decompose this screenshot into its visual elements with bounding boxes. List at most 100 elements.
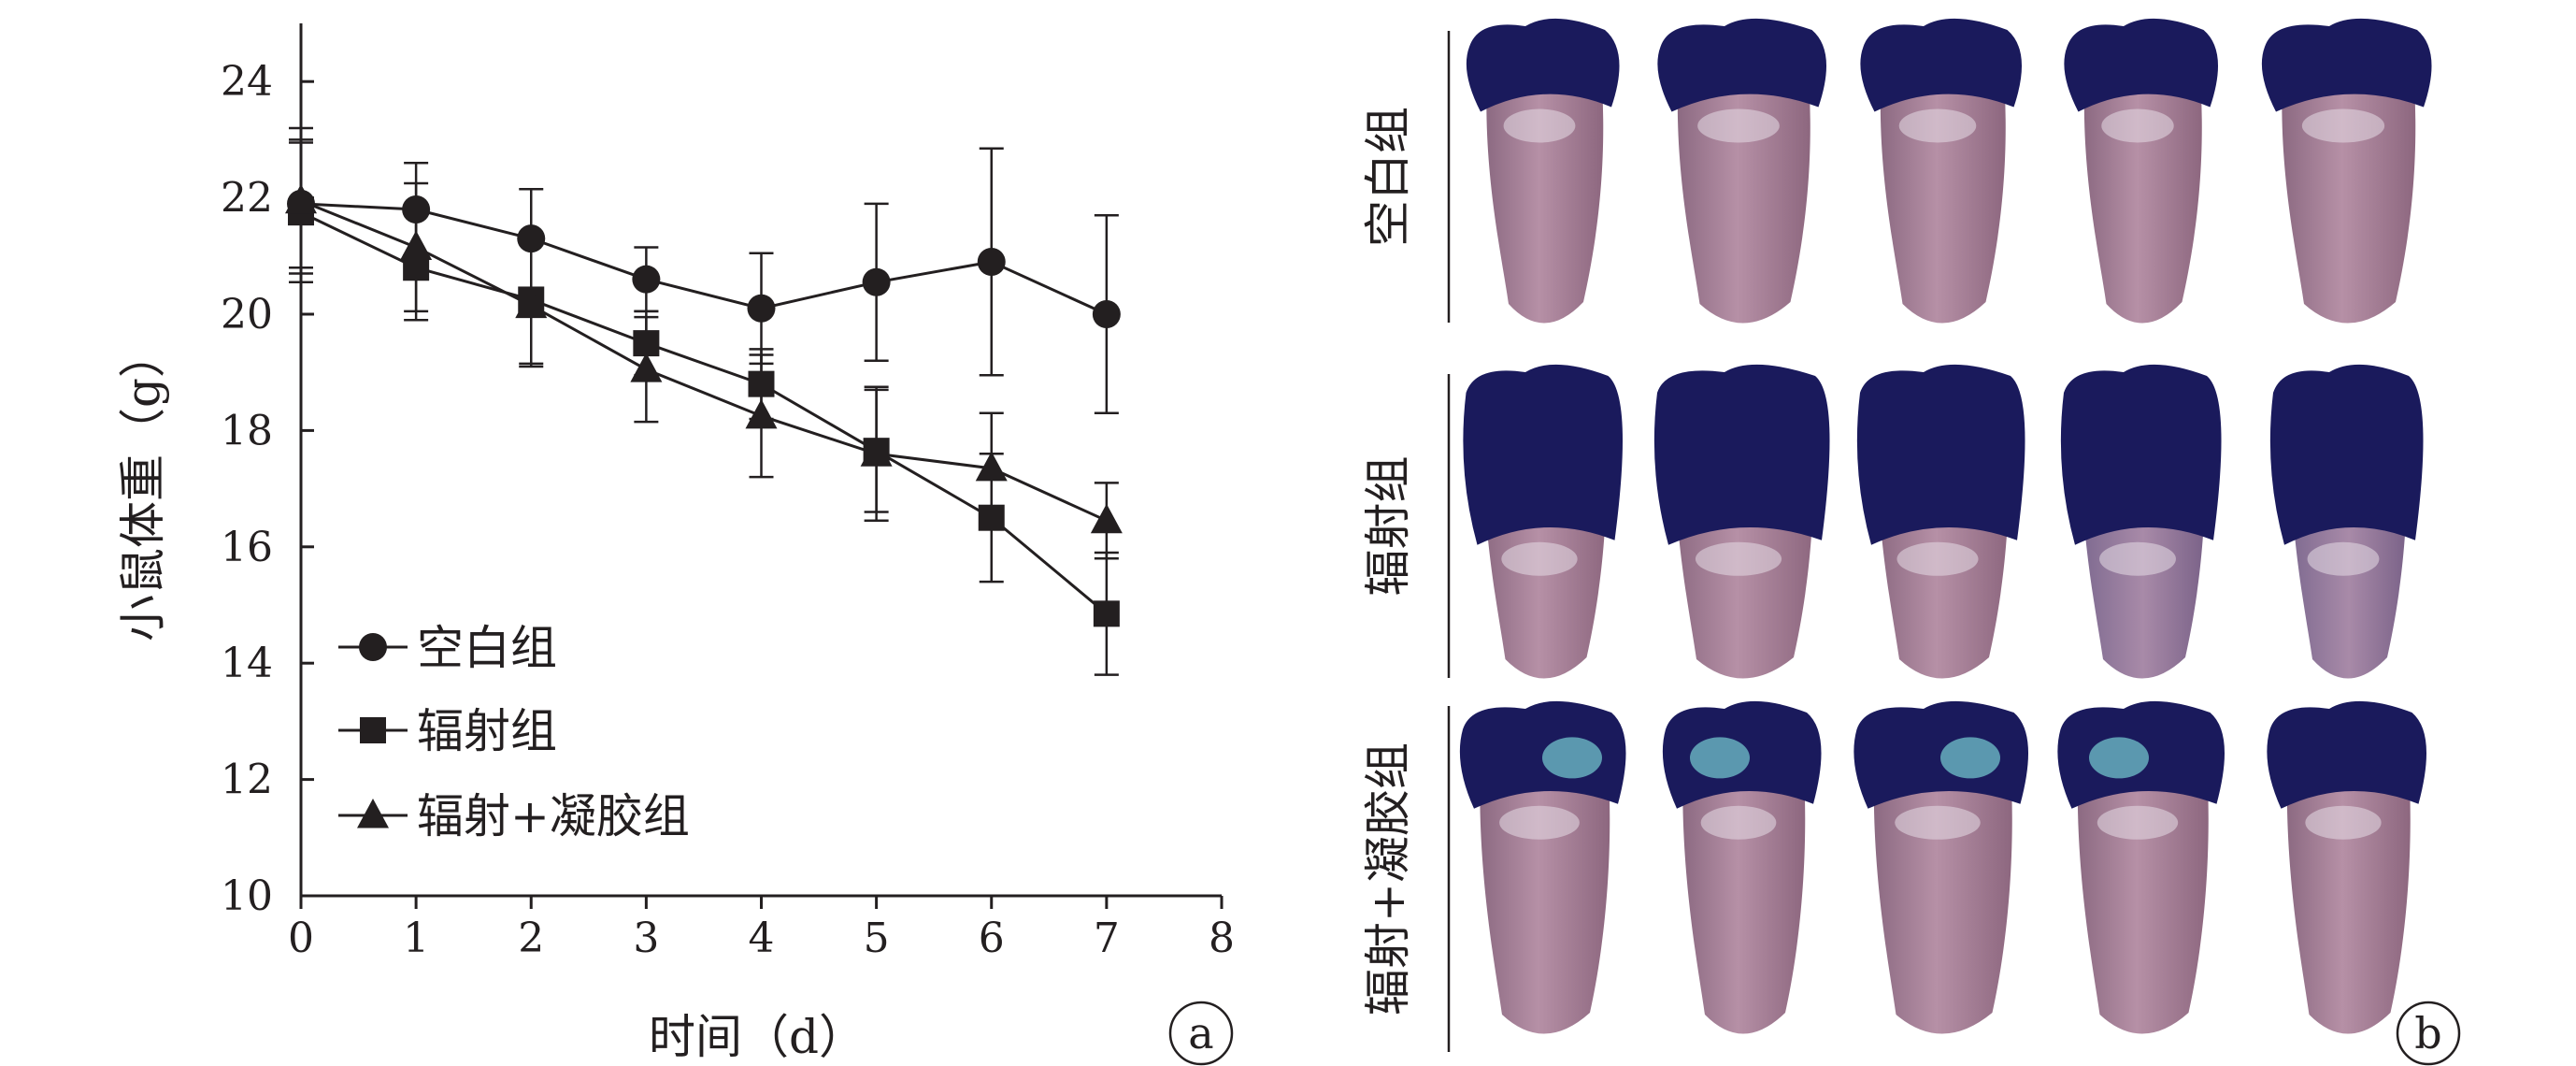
stain-cap [1860,18,2023,112]
series-line-0 [300,202,1108,316]
series-lines [300,199,1108,615]
series-markers [285,183,1123,627]
stain-cap [1653,364,1830,545]
tissue-specimen [1662,700,1822,1034]
legend-entry: 辐射+凝胶组 [338,789,690,843]
x-tick-label: 1 [403,915,429,962]
tissue-specimen [1653,364,1830,679]
stain-cap [2261,18,2432,112]
cyan-stain [1940,737,2000,779]
data-point [748,370,775,397]
svg-text:b: b [2414,1008,2441,1059]
data-point [860,437,893,467]
tissue-specimen [1856,364,2025,679]
legend-marker [360,717,386,743]
data-point [1090,503,1123,534]
data-point [975,451,1008,482]
y-tick-label: 24 [221,58,273,106]
y-tick-label: 18 [221,407,273,454]
x-tick-label: 4 [749,915,775,962]
data-point [747,294,776,323]
panel-label-a: a [1168,1001,1234,1066]
data-point [745,398,778,429]
tissue-highlight [1499,805,1580,840]
tissue-highlight [1503,108,1576,143]
tissue-highlight [2305,805,2382,840]
x-tick-label: 6 [979,915,1005,962]
data-point [977,248,1006,277]
photo-row-0: 空白组 [1361,18,2432,324]
tissue-highlight [1700,805,1777,840]
cyan-stain [1690,737,1750,779]
data-point [978,504,1005,531]
stain-cap [2267,700,2427,809]
tissue-specimen [1463,364,1624,679]
tissue-highlight [1898,108,1977,143]
series-line-2 [300,199,1108,523]
tissue-highlight [1895,805,1981,840]
tissue-highlight [2099,541,2176,576]
tissue-highlight [1695,541,1782,576]
stain-cap [1657,18,1827,112]
legend-label: 空白组 [417,621,557,675]
x-tick-label: 7 [1094,915,1120,962]
data-point [633,330,660,357]
tissue-highlight [2097,805,2179,840]
x-tick-label: 8 [1209,915,1235,962]
legend-entry: 空白组 [338,621,557,675]
x-tick-label: 5 [864,915,890,962]
x-tick-label: 3 [633,915,659,962]
tissue-specimen [2060,364,2222,679]
cyan-stain [1542,737,1602,779]
error-bars [289,126,1119,676]
y-tick-label: 20 [221,291,273,339]
row-label: 空白组 [1361,107,1415,247]
stain-cap [2064,18,2219,112]
tissue-highlight [2101,108,2174,143]
y-tick-label: 22 [221,175,273,223]
tissue-specimen [2064,18,2219,324]
tissue-specimen [2261,18,2432,324]
y-tick-label: 16 [221,524,273,571]
data-point [402,195,431,224]
tissue-specimen [2269,364,2424,679]
tissue-highlight [1697,108,1780,143]
tissue-specimen [1860,18,2023,324]
x-tick-label: 2 [518,915,544,962]
data-point [517,224,546,253]
stain-cap [1856,364,2025,545]
stain-cap [2269,364,2424,545]
data-point [1092,300,1121,328]
y-tick-label: 10 [221,872,273,920]
tissue-specimen [1853,700,2029,1034]
tissue-specimen [1657,18,1827,324]
tissue-specimen [2057,700,2225,1034]
tissue-highlight [1501,541,1578,576]
photo-row-2: 辐射+凝胶组 [1361,700,2427,1052]
legend-label: 辐射+凝胶组 [417,789,690,843]
row-label: 辐射+凝胶组 [1361,742,1415,1016]
y-tick-label: 14 [221,640,273,687]
tissue-specimen [2267,700,2427,1034]
data-point [515,288,548,319]
series-line-1 [300,210,1108,615]
tissue-highlight [2307,541,2380,576]
y-axis-label: 小鼠体重（g） [116,331,170,641]
cyan-stain [2089,737,2149,779]
x-axis-label: 时间（d） [649,1010,866,1064]
data-point [862,267,891,296]
tissue-specimen [1466,18,1620,324]
data-point [632,265,661,294]
photo-row-1: 辐射组 [1361,364,2424,679]
stain-cap [1466,18,1620,112]
stain-cap [2060,364,2222,545]
stain-cap [1463,364,1624,545]
svg-text:a: a [1188,1008,1213,1059]
data-point [630,353,663,382]
x-tick-label: 0 [288,915,314,962]
